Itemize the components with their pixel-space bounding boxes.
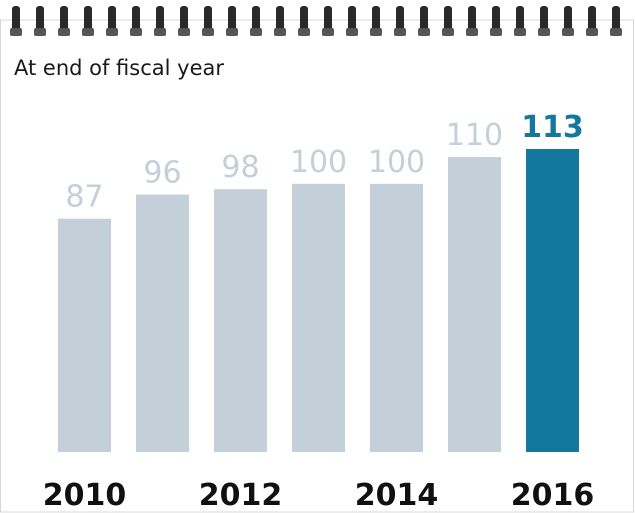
x-tick-label: 2012: [199, 478, 283, 513]
ring-hole: [298, 28, 310, 36]
notebook-spiral: [10, 6, 622, 36]
ring-hole: [10, 28, 22, 36]
bar: [448, 157, 501, 452]
ring-hole: [610, 28, 622, 36]
ring-hole: [562, 28, 574, 36]
x-tick-label: 2014: [355, 478, 439, 513]
ring-hole: [34, 28, 46, 36]
ring-hole: [394, 28, 406, 36]
ring-hole: [178, 28, 190, 36]
value-label: 100: [290, 145, 347, 180]
ring-hole: [346, 28, 358, 36]
ring-hole: [538, 28, 550, 36]
bar: [58, 218, 111, 452]
ring-hole: [130, 28, 142, 36]
ring-hole: [106, 28, 118, 36]
ring-hole: [154, 28, 166, 36]
x-tick-label: 2010: [43, 478, 127, 513]
chart-subtitle: At end of fiscal year: [14, 56, 224, 80]
ring-hole: [226, 28, 238, 36]
value-label: 96: [143, 156, 181, 191]
bar: [214, 189, 267, 452]
value-label: 98: [221, 150, 259, 185]
value-label: 100: [368, 145, 425, 180]
bar: [136, 194, 189, 452]
ring-hole: [82, 28, 94, 36]
bar: [292, 183, 345, 453]
bar: [526, 149, 579, 452]
ring-hole: [370, 28, 382, 36]
ring-hole: [418, 28, 430, 36]
x-tick-label: 2016: [511, 478, 595, 513]
value-label: 113: [521, 110, 584, 145]
value-label: 110: [446, 118, 503, 153]
ring-hole: [586, 28, 598, 36]
ring-hole: [58, 28, 70, 36]
value-label: 87: [65, 180, 103, 215]
bar: [370, 183, 423, 453]
ring-hole: [322, 28, 334, 36]
ring-hole: [466, 28, 478, 36]
ring-hole: [202, 28, 214, 36]
ring-hole: [490, 28, 502, 36]
ring-hole: [274, 28, 286, 36]
ring-hole: [514, 28, 526, 36]
ring-hole: [442, 28, 454, 36]
ring-hole: [250, 28, 262, 36]
